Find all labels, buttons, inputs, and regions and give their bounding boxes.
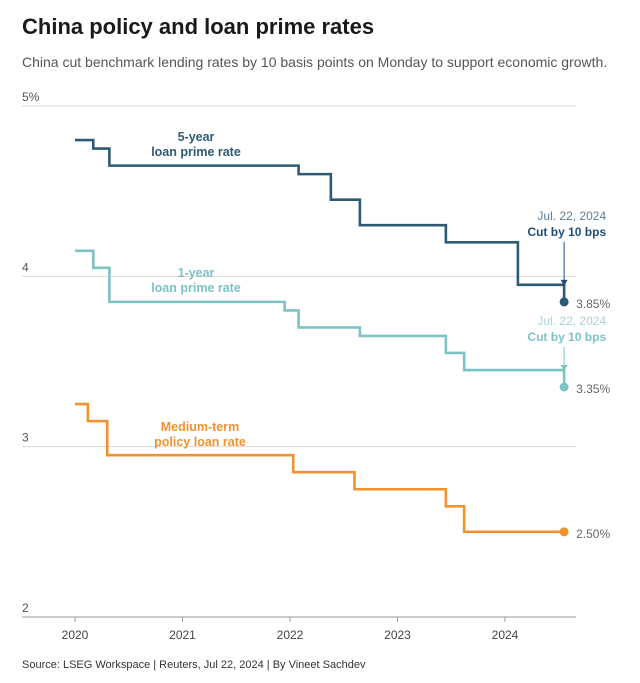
series-end-dot (559, 527, 569, 537)
series-label: 1-year (178, 266, 215, 280)
x-tick-label: 2022 (277, 628, 304, 642)
chart-title: China policy and loan prime rates (22, 14, 375, 39)
x-tick-label: 2021 (169, 628, 196, 642)
series-label: loan prime rate (151, 281, 241, 295)
annotation-date: Jul. 22, 2024 (537, 209, 606, 223)
series-line (75, 249, 566, 388)
y-tick-label: 3 (22, 431, 29, 445)
annotations: Jul. 22, 2024 Cut by 10 bps Jul. 22, 2024 C… (527, 209, 606, 372)
series-lines (75, 138, 569, 537)
series-end-dot (559, 382, 569, 392)
y-axis-ticks: 5% 4 3 2 (22, 90, 40, 615)
series-end-label: 3.35% (576, 382, 610, 396)
series-label: loan prime rate (151, 145, 241, 159)
series-label: 5-year (178, 130, 215, 144)
series-label: Medium-term (161, 420, 239, 434)
annotation-arrowhead (560, 365, 568, 372)
annotation-text: Cut by 10 bps (527, 330, 606, 344)
annotation-date: Jul. 22, 2024 (537, 314, 606, 328)
series-end-label: 2.50% (576, 527, 610, 541)
x-tick-label: 2020 (62, 628, 89, 642)
series-label: policy loan rate (154, 435, 246, 449)
y-tick-label: 4 (22, 260, 29, 274)
annotation-arrowhead (560, 279, 568, 286)
source-note: Source: LSEG Workspace | Reuters, Jul 22… (22, 659, 366, 671)
x-tick-label: 2024 (492, 628, 519, 642)
grid-lines (22, 105, 576, 618)
series-end-dot (559, 297, 569, 307)
series-line (75, 402, 565, 534)
series-end-label: 3.85% (576, 297, 610, 311)
chart-subtitle: China cut benchmark lending rates by 10 … (22, 54, 608, 70)
y-tick-label: 5% (22, 90, 40, 104)
x-tick-label: 2023 (384, 628, 411, 642)
y-tick-label: 2 (22, 601, 29, 615)
x-axis-ticks: 2020 2021 2022 2023 2024 (62, 617, 519, 642)
annotation-text: Cut by 10 bps (527, 225, 606, 239)
series-line (75, 138, 566, 302)
